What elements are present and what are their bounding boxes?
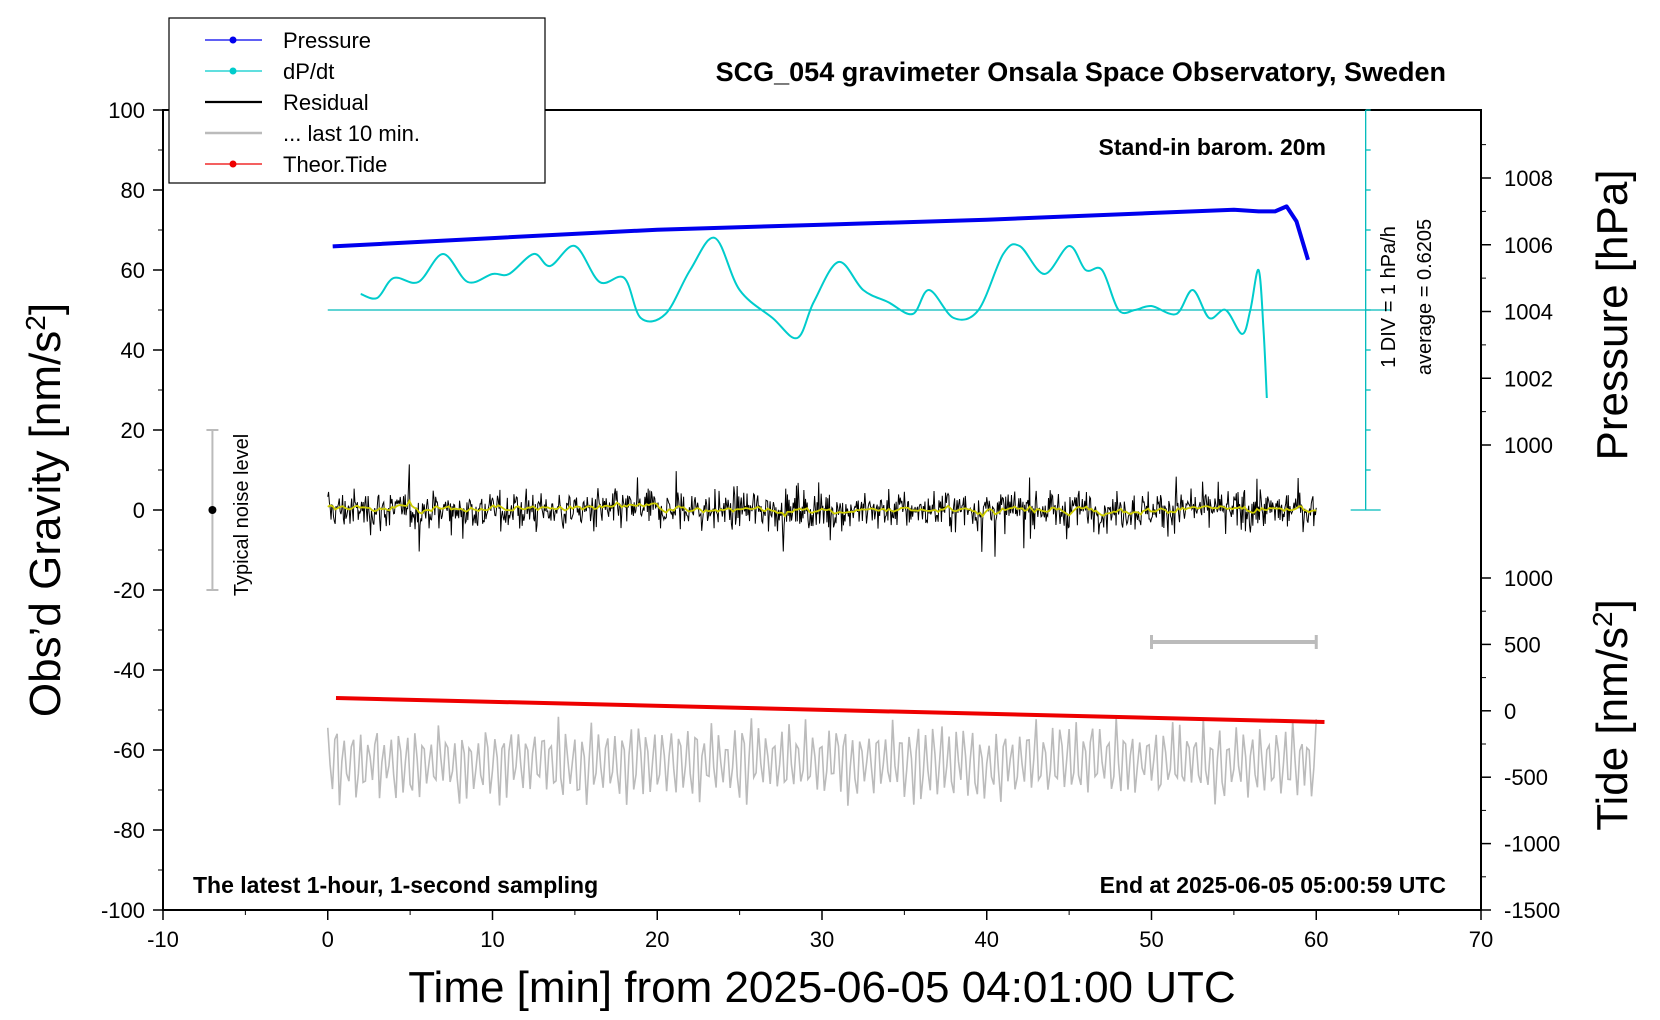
tide-tick-label: -1000: [1504, 832, 1560, 857]
legend-label: ... last 10 min.: [283, 121, 420, 146]
pressure-tick-label: 1006: [1504, 233, 1553, 258]
dpdt-scale: [327, 109, 1391, 511]
tide-axis-label-sup: 2: [1587, 611, 1618, 627]
pressure-tick-label: 1004: [1504, 300, 1553, 325]
x-tick-label: -10: [147, 927, 179, 952]
series-layer: [206, 204, 1325, 806]
x-tick-label: 30: [810, 927, 834, 952]
left-tick-label: -40: [113, 658, 145, 683]
x-tick-label: 70: [1469, 927, 1493, 952]
left-tick-label: 100: [108, 98, 145, 123]
left-tick-label: 60: [121, 258, 145, 283]
sampling-annotation: The latest 1-hour, 1-second sampling: [193, 872, 598, 898]
chart-title: SCG_054 gravimeter Onsala Space Observat…: [716, 57, 1446, 87]
legend-marker: [229, 160, 237, 168]
x-tick-label: 60: [1304, 927, 1328, 952]
noise-annotation: Typical noise level: [231, 434, 253, 596]
left-axis-label-sup: 2: [20, 315, 51, 331]
last10-line: [326, 716, 1318, 806]
average-annotation: average = 0.6205: [1414, 219, 1436, 375]
left-tick-label: -60: [113, 738, 145, 763]
left-axis-label: Obs’d Gravity [nm/s2]: [20, 303, 71, 717]
div-scale-annotation: 1 DIV = 1 hPa/h: [1378, 226, 1400, 368]
x-tick-label: 40: [975, 927, 999, 952]
legend-label: Theor.Tide: [283, 152, 387, 177]
legend-marker: [229, 67, 237, 75]
residual-smoothed-line: [327, 498, 1317, 518]
x-axis-label: Time [min] from 2025-06-05 04:01:00 UTC: [408, 963, 1235, 1012]
pressure-tick-label: 1000: [1504, 433, 1553, 458]
noise-bar-dot: [208, 506, 217, 514]
tide-tick-label: -1500: [1504, 898, 1560, 923]
left-tick-label: 20: [121, 418, 145, 443]
pressure-tick-label: 1002: [1504, 366, 1553, 391]
tide-tick-label: 500: [1504, 632, 1541, 657]
x-tick-label: 10: [480, 927, 504, 952]
tide-axis-label: Tide [nm/s2]: [1587, 599, 1638, 831]
tide-line: [335, 696, 1325, 724]
left-tick-label: 0: [133, 498, 145, 523]
dpdt-line: [360, 236, 1268, 399]
legend: Pressure dP/dt Residual ... last 10 min. The…: [168, 17, 546, 184]
legend-marker: [229, 36, 237, 44]
axis-ticks: [153, 109, 1491, 920]
left-tick-label: 40: [121, 338, 145, 363]
tide-tick-label: 1000: [1504, 566, 1553, 591]
left-tick-label: -20: [113, 578, 145, 603]
legend-label: Residual: [283, 90, 369, 115]
tick-labels: -10 0 10 20 30 40 50 60 70-100-80-60-40-20020406…: [101, 98, 1560, 952]
legend-label: Pressure: [283, 28, 371, 53]
end-time-annotation: End at 2025-06-05 05:00:59 UTC: [1100, 872, 1446, 898]
barometer-annotation: Stand-in barom. 20m: [1099, 134, 1326, 160]
left-tick-label: -100: [101, 898, 145, 923]
pressure-axis-label: Pressure [hPa]: [1588, 169, 1637, 460]
pressure-tick-label: 1008: [1504, 166, 1553, 191]
pressure-line: [332, 204, 1310, 261]
legend-box: [168, 17, 546, 184]
x-tick-label: 50: [1139, 927, 1163, 952]
left-tick-label: 80: [121, 178, 145, 203]
x-tick-label: 20: [645, 927, 669, 952]
x-tick-label: 0: [322, 927, 334, 952]
left-tick-label: -80: [113, 818, 145, 843]
legend-label: dP/dt: [283, 59, 334, 84]
tide-tick-label: 0: [1504, 699, 1516, 724]
tide-tick-label: -500: [1504, 765, 1548, 790]
